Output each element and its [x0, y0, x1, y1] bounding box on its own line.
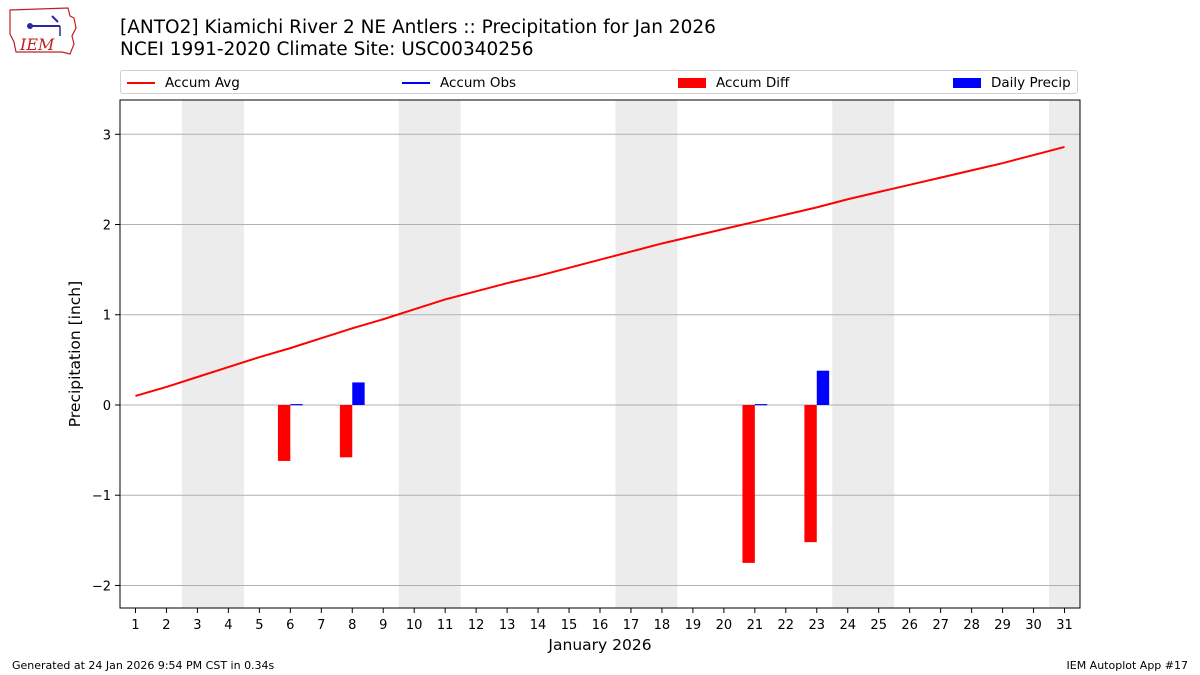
x-tick-label: 11 [437, 618, 454, 633]
accum-diff-bar [804, 404, 817, 543]
legend-swatch [678, 78, 706, 88]
x-tick-label: 4 [224, 618, 232, 633]
x-tick-label: 21 [747, 618, 764, 633]
legend-swatch [402, 82, 430, 84]
x-tick-label: 13 [499, 618, 516, 633]
x-tick-label: 24 [839, 618, 856, 633]
x-tick-label: 9 [379, 618, 387, 633]
x-tick-label: 5 [255, 618, 263, 633]
weekend-band [1049, 100, 1080, 608]
x-tick-label: 12 [468, 618, 485, 633]
y-tick-label: −1 [92, 489, 111, 504]
weekend-band [398, 100, 461, 608]
x-tick-label: 3 [193, 618, 201, 633]
x-tick-label: 22 [778, 618, 795, 633]
x-tick-label: 28 [963, 618, 980, 633]
y-tick-label: −2 [92, 579, 111, 594]
logo-text: IEM [19, 35, 55, 54]
y-tick-label: 2 [103, 219, 111, 234]
plot-frame [119, 99, 1081, 609]
x-tick-label: 14 [530, 618, 547, 633]
x-tick-label: 25 [870, 618, 887, 633]
y-axis-label: Precipitation [inch] [66, 281, 84, 427]
y-tick-label: 0 [103, 399, 111, 414]
daily-precip-bar [290, 404, 303, 406]
accum-diff-bar [277, 404, 291, 461]
legend-label: Daily Precip [991, 75, 1071, 91]
x-tick-label: 27 [932, 618, 949, 633]
footer-app: IEM Autoplot App #17 [1066, 659, 1189, 672]
x-tick-label: 17 [623, 618, 640, 633]
legend-item-accum-avg: Accum Avg [127, 73, 240, 93]
iem-logo: IEM [8, 6, 80, 62]
accum-diff-bar [339, 404, 353, 458]
weekend-band [832, 100, 895, 608]
weekend-band [181, 100, 244, 608]
x-tick-label: 7 [317, 618, 325, 633]
x-tick-label: 19 [685, 618, 702, 633]
x-tick-label: 15 [561, 618, 578, 633]
x-tick-label: 16 [592, 618, 609, 633]
legend-label: Accum Obs [440, 75, 517, 91]
weekend-band [615, 100, 678, 608]
legend-label: Accum Avg [165, 75, 240, 91]
legend-label: Accum Diff [716, 75, 790, 91]
x-tick-label: 8 [348, 618, 356, 633]
y-tick-label: 3 [103, 128, 111, 143]
x-tick-label: 2 [162, 618, 170, 633]
daily-precip-bar [754, 404, 768, 406]
x-axis-label: January 2026 [547, 636, 651, 654]
x-tick-label: 31 [1056, 618, 1073, 633]
legend-swatch [953, 78, 981, 88]
daily-precip-bar [816, 370, 830, 405]
legend-item-daily-precip: Daily Precip [953, 73, 1071, 93]
footer-generated: Generated at 24 Jan 2026 9:54 PM CST in … [12, 659, 275, 672]
x-tick-label: 6 [286, 618, 294, 633]
x-tick-label: 18 [654, 618, 671, 633]
y-tick-label: 1 [103, 309, 111, 324]
legend-item-accum-obs: Accum Obs [402, 73, 516, 93]
accum-avg-line [135, 145, 1065, 397]
legend-swatch [127, 82, 155, 84]
chart-title: [ANTO2] Kiamichi River 2 NE Antlers :: P… [120, 17, 716, 38]
chart-legend: Accum Avg Accum Obs Accum Diff Daily Pre… [120, 70, 1078, 94]
daily-precip-bar [352, 382, 365, 405]
legend-item-accum-diff: Accum Diff [678, 73, 789, 93]
chart-subtitle: NCEI 1991-2020 Climate Site: USC00340256 [120, 39, 534, 60]
x-tick-label: 1 [131, 618, 139, 633]
x-tick-label: 23 [809, 618, 826, 633]
x-tick-label: 20 [716, 618, 733, 633]
x-tick-label: 26 [901, 618, 918, 633]
x-tick-label: 10 [406, 618, 423, 633]
accum-diff-bar [742, 404, 755, 563]
x-tick-label: 30 [1025, 618, 1042, 633]
x-tick-label: 29 [994, 618, 1011, 633]
